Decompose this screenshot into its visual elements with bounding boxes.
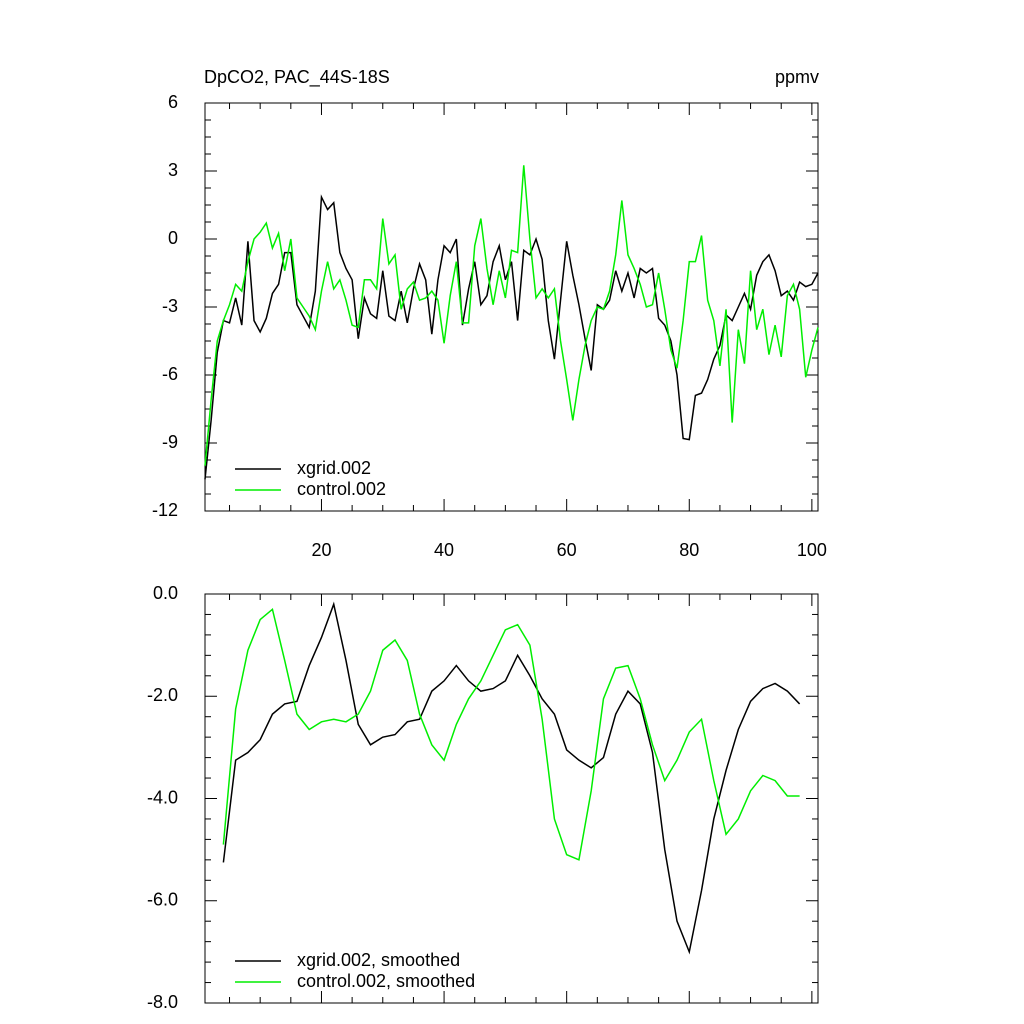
y-tick-label: -3 (162, 296, 178, 316)
y-tick-label: -9 (162, 432, 178, 452)
plot-frame (204, 593, 819, 1004)
x-tick-label: 40 (434, 540, 454, 560)
y-tick-label: 0 (168, 228, 178, 248)
data-line (222, 607, 800, 861)
y-tick-label: -8.0 (147, 992, 178, 1012)
x-tick-label: 60 (557, 540, 577, 560)
chart-title: DpCO2, PAC_44S-18S (204, 67, 390, 88)
y-tick-label: -6.0 (147, 890, 178, 910)
legend-label: xgrid.002 (297, 458, 371, 478)
legend-label: xgrid.002, smoothed (297, 950, 460, 970)
y-tick-label: 0.0 (153, 583, 178, 603)
x-tick-label: 20 (311, 540, 331, 560)
plot-frame (204, 102, 819, 512)
y-tick-label: -4.0 (147, 787, 178, 807)
y-tick-label: -12 (152, 500, 178, 520)
legend-label: control.002 (297, 479, 386, 499)
y-tick-label: -6 (162, 364, 178, 384)
y-tick-label: -2.0 (147, 685, 178, 705)
data-line (204, 165, 819, 466)
y-tick-label: 3 (168, 160, 178, 180)
data-line (222, 601, 801, 955)
x-tick-label: 80 (679, 540, 699, 560)
data-line (204, 194, 819, 480)
x-tick-label: 100 (797, 540, 827, 560)
y-tick-label: 6 (168, 92, 178, 112)
legend-label: control.002, smoothed (297, 971, 475, 991)
units-label: ppmv (775, 67, 819, 87)
